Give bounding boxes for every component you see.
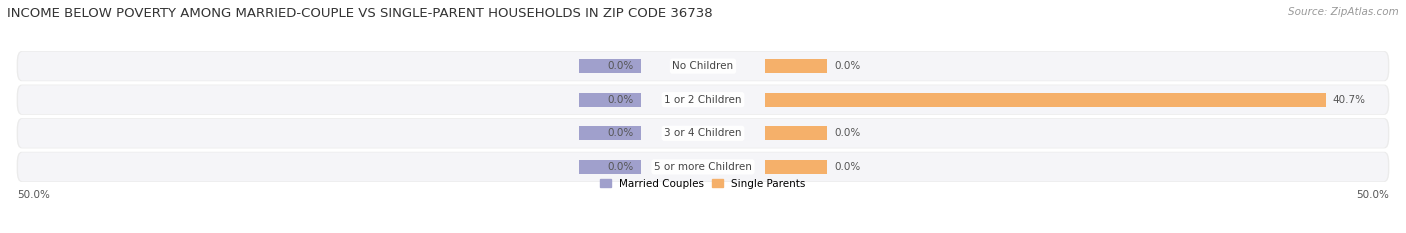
Text: 0.0%: 0.0% bbox=[607, 162, 634, 172]
Text: 0.0%: 0.0% bbox=[607, 95, 634, 105]
FancyBboxPatch shape bbox=[17, 51, 1389, 81]
Bar bbox=[765, 160, 827, 174]
Text: 50.0%: 50.0% bbox=[17, 190, 49, 200]
FancyBboxPatch shape bbox=[18, 52, 1388, 81]
Bar bbox=[579, 59, 641, 73]
FancyBboxPatch shape bbox=[18, 152, 1388, 181]
Text: 5 or more Children: 5 or more Children bbox=[654, 162, 752, 172]
Bar bbox=[579, 93, 641, 107]
Bar bbox=[765, 93, 1326, 107]
Text: 0.0%: 0.0% bbox=[607, 61, 634, 71]
Text: 1 or 2 Children: 1 or 2 Children bbox=[664, 95, 742, 105]
Text: 0.0%: 0.0% bbox=[834, 61, 860, 71]
Text: 0.0%: 0.0% bbox=[834, 162, 860, 172]
FancyBboxPatch shape bbox=[18, 85, 1388, 114]
Text: 40.7%: 40.7% bbox=[1333, 95, 1365, 105]
Text: 0.0%: 0.0% bbox=[607, 128, 634, 138]
Text: 50.0%: 50.0% bbox=[1357, 190, 1389, 200]
Bar bbox=[765, 126, 827, 140]
Bar bbox=[765, 59, 827, 73]
Bar bbox=[579, 160, 641, 174]
Text: No Children: No Children bbox=[672, 61, 734, 71]
FancyBboxPatch shape bbox=[18, 119, 1388, 148]
Text: 0.0%: 0.0% bbox=[834, 128, 860, 138]
Legend: Married Couples, Single Parents: Married Couples, Single Parents bbox=[600, 179, 806, 189]
Text: Source: ZipAtlas.com: Source: ZipAtlas.com bbox=[1288, 7, 1399, 17]
Text: INCOME BELOW POVERTY AMONG MARRIED-COUPLE VS SINGLE-PARENT HOUSEHOLDS IN ZIP COD: INCOME BELOW POVERTY AMONG MARRIED-COUPL… bbox=[7, 7, 713, 20]
FancyBboxPatch shape bbox=[17, 85, 1389, 115]
Text: 3 or 4 Children: 3 or 4 Children bbox=[664, 128, 742, 138]
FancyBboxPatch shape bbox=[17, 152, 1389, 182]
Bar bbox=[579, 126, 641, 140]
FancyBboxPatch shape bbox=[17, 118, 1389, 148]
